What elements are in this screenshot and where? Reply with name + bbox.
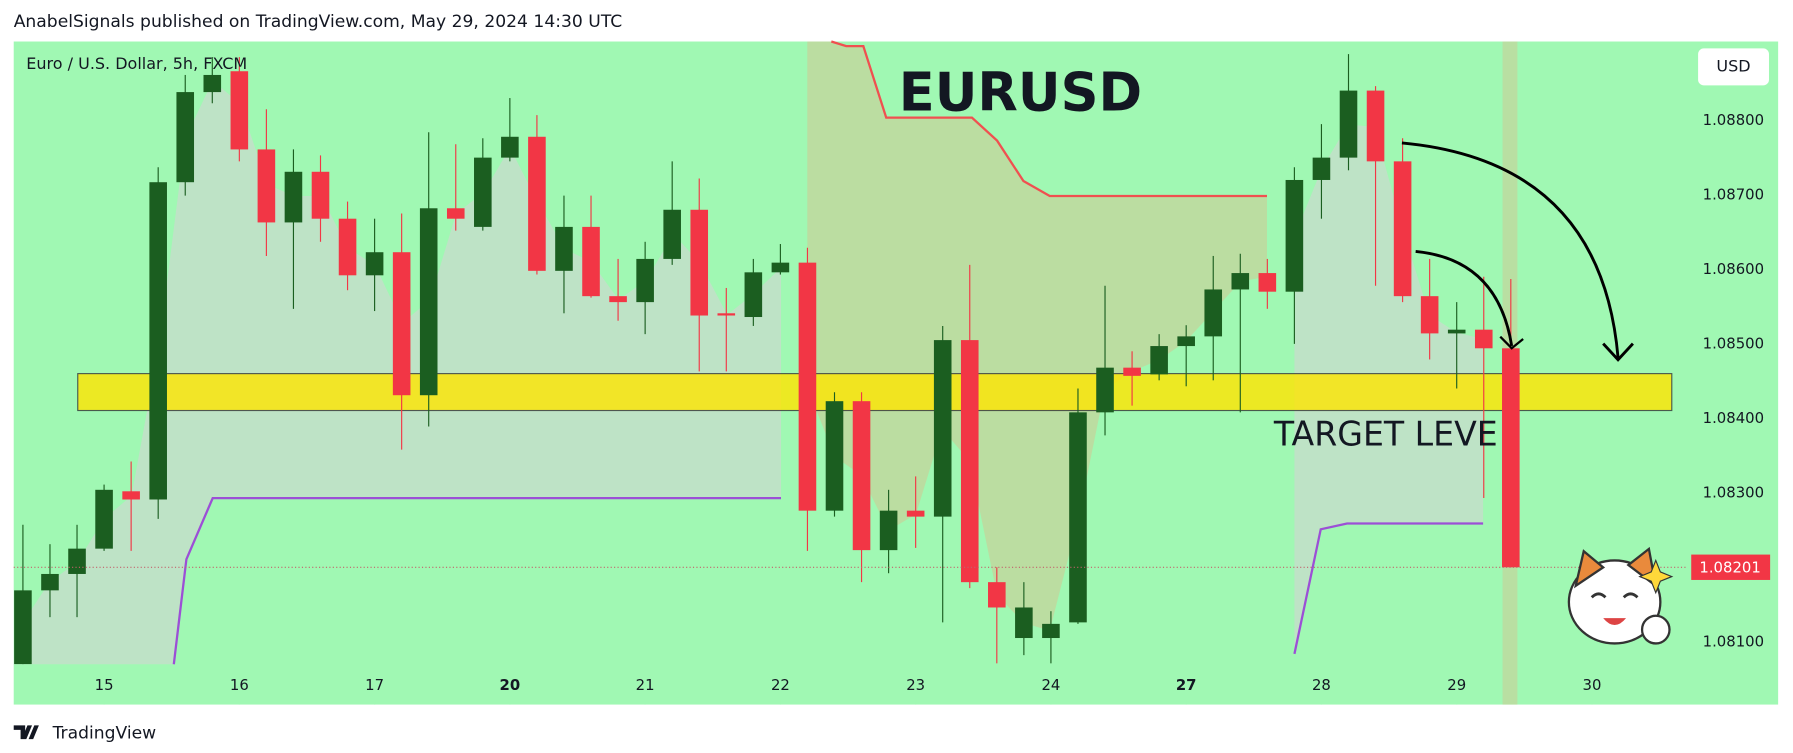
currency: USD: [1716, 56, 1750, 75]
candle-body: [798, 262, 817, 511]
candle-body: [1231, 273, 1250, 290]
y-tick-label: 1.08800: [1703, 111, 1764, 129]
candle-body: [284, 171, 303, 223]
candle-body: [1285, 179, 1304, 292]
chart-subtitle: Euro / U.S. Dollar, 5h, FXCM: [26, 54, 247, 73]
x-tick-label: 15: [95, 676, 114, 694]
footer-brand: TradingView: [52, 723, 157, 743]
last-price-box: [1691, 554, 1771, 580]
indicator-line: [830, 40, 1267, 198]
candle-body: [1258, 273, 1277, 292]
candle-body: [1042, 623, 1060, 639]
y-tick-label: 1.08500: [1703, 335, 1764, 353]
header-text: AnabelSignals published on TradingView.c…: [14, 12, 623, 32]
x-tick-label: 27: [1176, 676, 1197, 694]
indicator-line: [172, 497, 782, 665]
arrow: [1401, 141, 1620, 358]
chart-title: EURUSD: [899, 62, 1142, 123]
annotation: TARGET LEVE: [1273, 414, 1498, 453]
candle-body: [1150, 346, 1168, 375]
candle-body: [1366, 90, 1385, 162]
arrow-head: [1499, 335, 1524, 350]
plot: 1.08100 1.08300 1.08400 1.08500 1.08600 1.087…: [13, 54, 1771, 705]
candle-body: [1447, 329, 1466, 334]
candle-body: [446, 208, 465, 219]
candle-body: [555, 226, 573, 271]
candle-body: [690, 209, 709, 316]
candle-body: [257, 149, 276, 223]
candle-body: [1312, 157, 1331, 180]
x-tick-label: 21: [636, 676, 655, 694]
candle-body: [1177, 336, 1195, 347]
x-tick-label: 17: [365, 676, 384, 694]
x-tick-label: 29: [1447, 676, 1466, 694]
candle-body: [1339, 90, 1358, 158]
indicator-area: [807, 41, 1267, 631]
currency-box: [1698, 48, 1769, 86]
x-tick-label: 24: [1041, 676, 1060, 694]
candle-body: [365, 252, 384, 276]
x-tick-label: 30: [1583, 676, 1602, 694]
x-tick-label: 22: [771, 676, 790, 694]
candle-body: [95, 489, 113, 549]
candle-body: [906, 510, 925, 517]
candle-body: [68, 548, 86, 574]
candle-body: [1096, 367, 1114, 413]
candle-body: [41, 573, 59, 591]
candle-body: [988, 582, 1006, 608]
candle-body: [771, 262, 790, 273]
arrow: [1415, 249, 1514, 347]
candle-body: [1069, 412, 1087, 623]
candle-body: [1502, 348, 1520, 568]
y-tick-label: 1.08600: [1703, 260, 1764, 278]
candle-body: [852, 401, 871, 551]
candle-body: [392, 252, 411, 396]
candle-body: [582, 226, 600, 297]
candle-body: [311, 171, 330, 219]
candle-body: [419, 208, 438, 396]
sticker: [1567, 546, 1674, 645]
candle-body: [1474, 329, 1493, 349]
candle-body: [879, 510, 898, 551]
candle-body: [528, 136, 546, 271]
candle-body: [501, 136, 519, 158]
candle-body: [1123, 367, 1141, 376]
candle-body: [1420, 296, 1439, 334]
candle-body: [203, 74, 222, 93]
candle-body: [176, 92, 195, 183]
candle-body: [1015, 607, 1033, 639]
candle-body: [230, 71, 249, 150]
candle-body: [338, 218, 357, 276]
candle-body: [122, 491, 140, 500]
candle-body: [149, 182, 167, 500]
candle-body: [1393, 161, 1412, 297]
candle-body: [717, 313, 736, 316]
candle-body: [825, 401, 844, 511]
candle-body: [663, 209, 681, 259]
candle-body: [1204, 289, 1223, 337]
candle-body: [636, 258, 654, 303]
candle-body: [14, 590, 32, 665]
target-zone: [77, 373, 1673, 412]
candle-body: [933, 340, 952, 517]
last-price-label: 1.08201: [1699, 558, 1760, 576]
x-tick-label: 20: [500, 676, 521, 694]
candle-body: [960, 340, 979, 583]
footer-logo: [13, 725, 39, 740]
indicator-line: [1293, 522, 1484, 655]
candle-body: [474, 157, 492, 227]
arrow-head: [1602, 342, 1634, 362]
x-tick-label: 16: [230, 676, 249, 694]
y-tick-label: 1.08400: [1703, 409, 1764, 427]
y-tick-label: 1.08700: [1703, 186, 1764, 204]
y-tick-label: 1.08100: [1703, 632, 1764, 650]
x-tick-label: 28: [1312, 676, 1331, 694]
candle-body: [744, 272, 763, 318]
y-tick-label: 1.08300: [1703, 483, 1764, 501]
candle-body: [609, 296, 627, 303]
x-tick-label: 23: [906, 676, 925, 694]
